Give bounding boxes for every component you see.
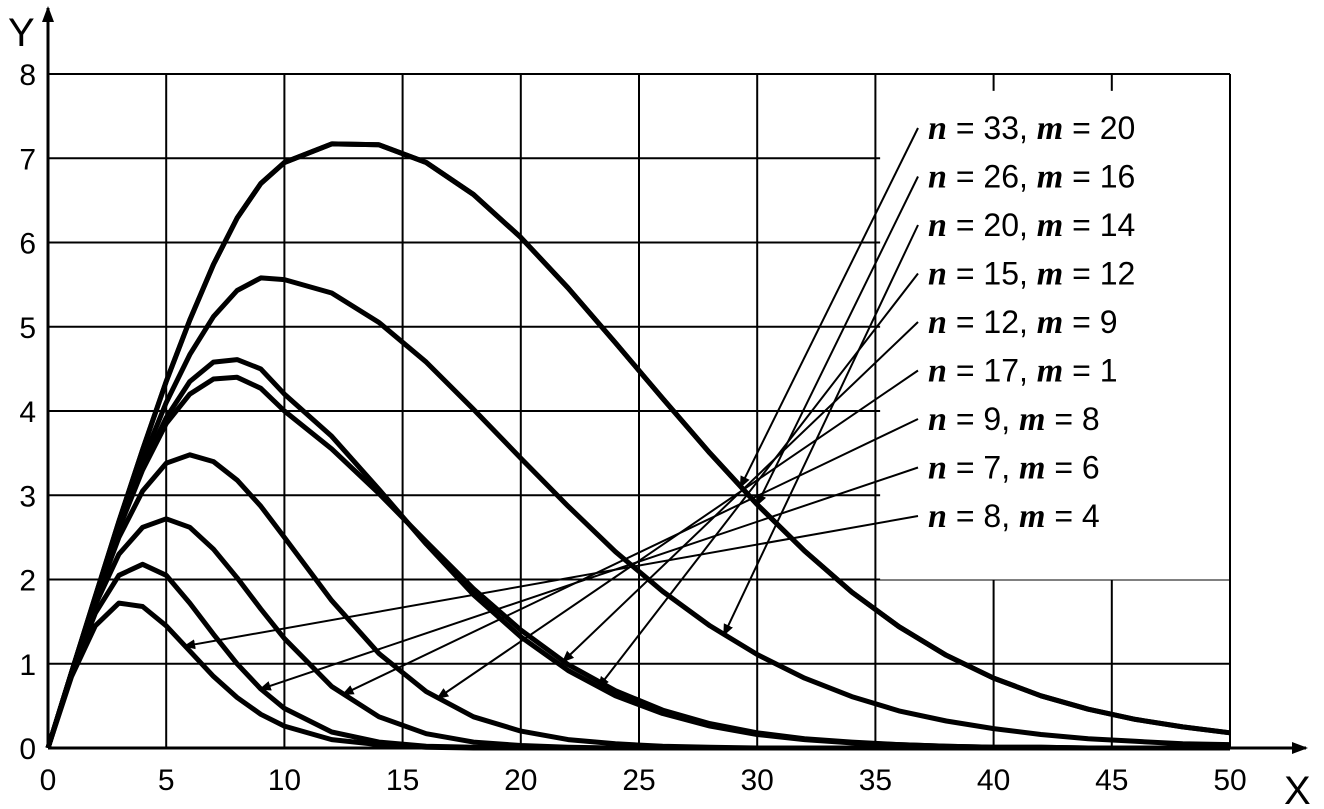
legend-entry-3: n = 15, m = 12 bbox=[928, 256, 1135, 293]
y-tick-label-8: 8 bbox=[19, 59, 36, 92]
legend-entry-0: n = 33, m = 20 bbox=[928, 110, 1135, 147]
legend: n = 33, m = 20 n = 26, m = 16 n = 20, m = … bbox=[928, 110, 1135, 535]
y-tick-label-6: 6 bbox=[19, 228, 36, 261]
x-tick-label-3: 15 bbox=[386, 764, 419, 797]
x-axis-label: X bbox=[1284, 769, 1311, 809]
x-tick-label-4: 20 bbox=[504, 764, 537, 797]
legend-entry-7: n = 7, m = 6 bbox=[928, 450, 1100, 487]
x-tick-label-2: 10 bbox=[268, 764, 301, 797]
legend-leader-0 bbox=[739, 127, 919, 489]
legend-leader-2 bbox=[723, 224, 919, 637]
legend-leader-6 bbox=[341, 418, 919, 695]
x-tick-label-1: 5 bbox=[158, 764, 175, 797]
legend-entry-5: n = 17, m = 1 bbox=[928, 353, 1117, 390]
series-line-2 bbox=[45, 275, 1231, 749]
legend-leader-8 bbox=[183, 515, 919, 650]
y-axis-label: Y bbox=[8, 11, 35, 55]
y-tick-label-2: 2 bbox=[19, 565, 36, 598]
y-tick-label-0: 0 bbox=[19, 733, 36, 766]
y-tick-label-4: 4 bbox=[19, 396, 36, 429]
y-tick-label-7: 7 bbox=[19, 143, 36, 176]
series-line-1 bbox=[45, 141, 1231, 749]
legend-background bbox=[880, 90, 1229, 580]
y-tick-label-1: 1 bbox=[19, 649, 36, 682]
legend-leader-7 bbox=[258, 466, 919, 691]
legend-entry-1: n = 26, m = 16 bbox=[928, 159, 1135, 196]
legend-box bbox=[880, 90, 1229, 580]
legend-leader-lines bbox=[183, 127, 919, 699]
x-tick-label-6: 30 bbox=[741, 764, 774, 797]
legend-entry-2: n = 20, m = 14 bbox=[928, 207, 1135, 244]
x-tick-label-10: 50 bbox=[1213, 764, 1246, 797]
x-tick-label-9: 45 bbox=[1095, 764, 1128, 797]
legend-entry-6: n = 9, m = 8 bbox=[928, 401, 1100, 438]
y-tick-label-3: 3 bbox=[19, 480, 36, 513]
y-tick-label-5: 5 bbox=[19, 312, 36, 345]
legend-entry-4: n = 12, m = 9 bbox=[928, 304, 1117, 341]
axes bbox=[42, 6, 1308, 754]
x-tick-label-8: 40 bbox=[977, 764, 1010, 797]
x-tick-label-7: 35 bbox=[859, 764, 892, 797]
x-tick-label-0: 0 bbox=[40, 764, 57, 797]
legend-entry-8: n = 8, m = 4 bbox=[928, 498, 1100, 535]
x-tick-label-5: 25 bbox=[622, 764, 655, 797]
